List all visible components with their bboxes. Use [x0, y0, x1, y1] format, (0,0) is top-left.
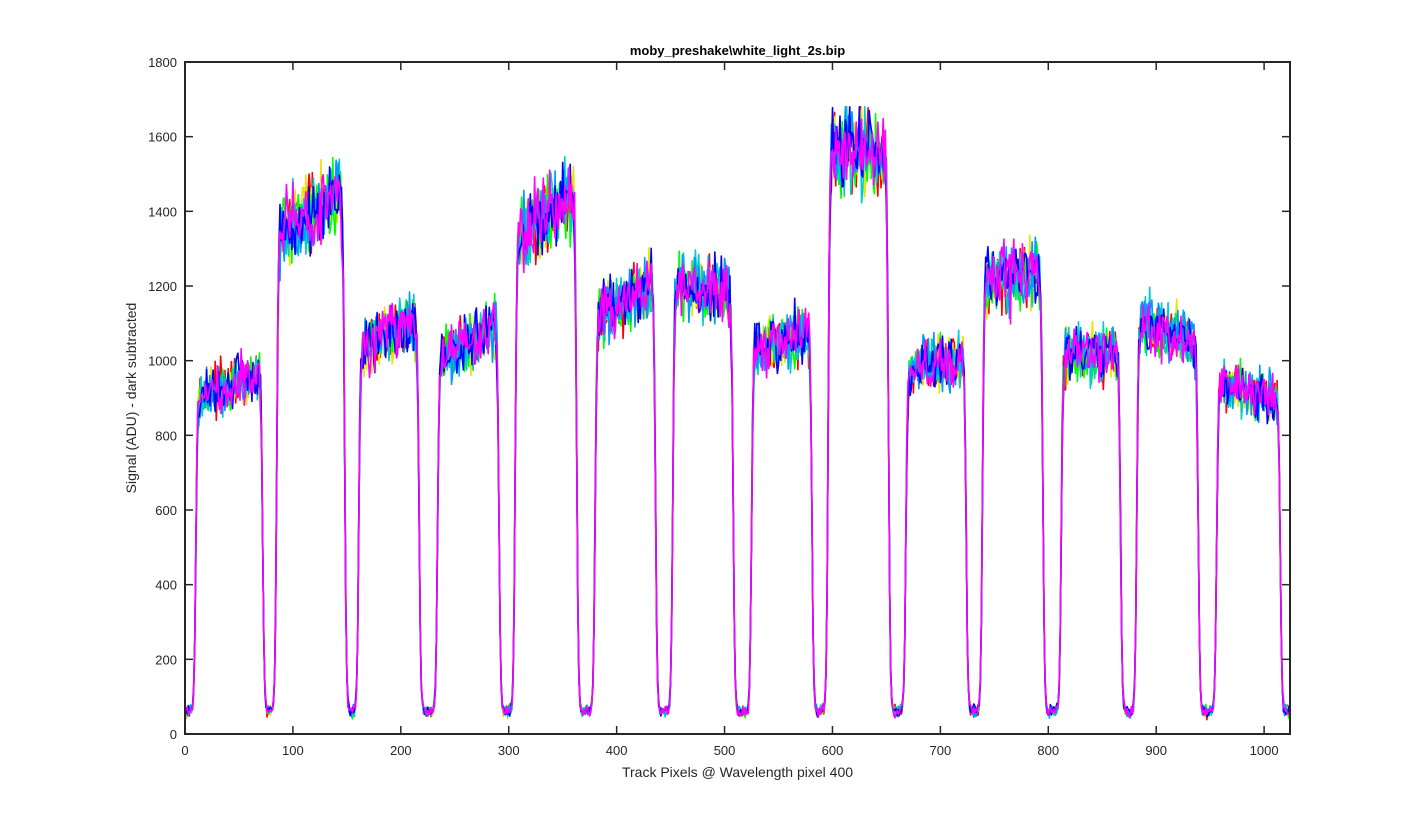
x-tick-label: 0	[181, 743, 188, 758]
x-tick-label: 1000	[1250, 743, 1279, 758]
x-tick-label: 700	[930, 743, 952, 758]
plot-frame	[184, 61, 1291, 735]
y-tick-label: 1800	[148, 55, 177, 70]
x-tick-label: 800	[1037, 743, 1059, 758]
x-tick-label: 400	[606, 743, 628, 758]
y-tick-label: 400	[155, 578, 177, 593]
x-axis: 0 100 200 300 400 500 600 700 800 900 1000	[181, 62, 1279, 758]
y-tick-label: 800	[155, 428, 177, 443]
x-tick-label: 900	[1145, 743, 1167, 758]
y-tick-label: 0	[170, 727, 177, 742]
x-tick-label: 600	[822, 743, 844, 758]
plot-area	[185, 62, 1290, 734]
y-tick-label: 600	[155, 503, 177, 518]
x-tick-label: 300	[498, 743, 520, 758]
x-tick-label: 200	[390, 743, 412, 758]
y-tick-label: 1000	[148, 354, 177, 369]
y-tick-label: 1400	[148, 204, 177, 219]
x-tick-label: 500	[714, 743, 736, 758]
y-tick-label: 1200	[148, 279, 177, 294]
y-axis: 0 200 400 600 800 1000 1200 1400 1600 1800	[148, 55, 1290, 742]
chart-title: moby_preshake\white_light_2s.bip	[630, 43, 845, 58]
series-line-7	[184, 117, 1291, 719]
y-axis-label: Signal (ADU) - dark subtracted	[123, 303, 139, 494]
series-layer	[184, 106, 1291, 721]
x-tick-label: 100	[282, 743, 304, 758]
x-axis-label: Track Pixels @ Wavelength pixel 400	[622, 764, 853, 780]
y-tick-label: 1600	[148, 130, 177, 145]
y-tick-label: 200	[155, 652, 177, 667]
